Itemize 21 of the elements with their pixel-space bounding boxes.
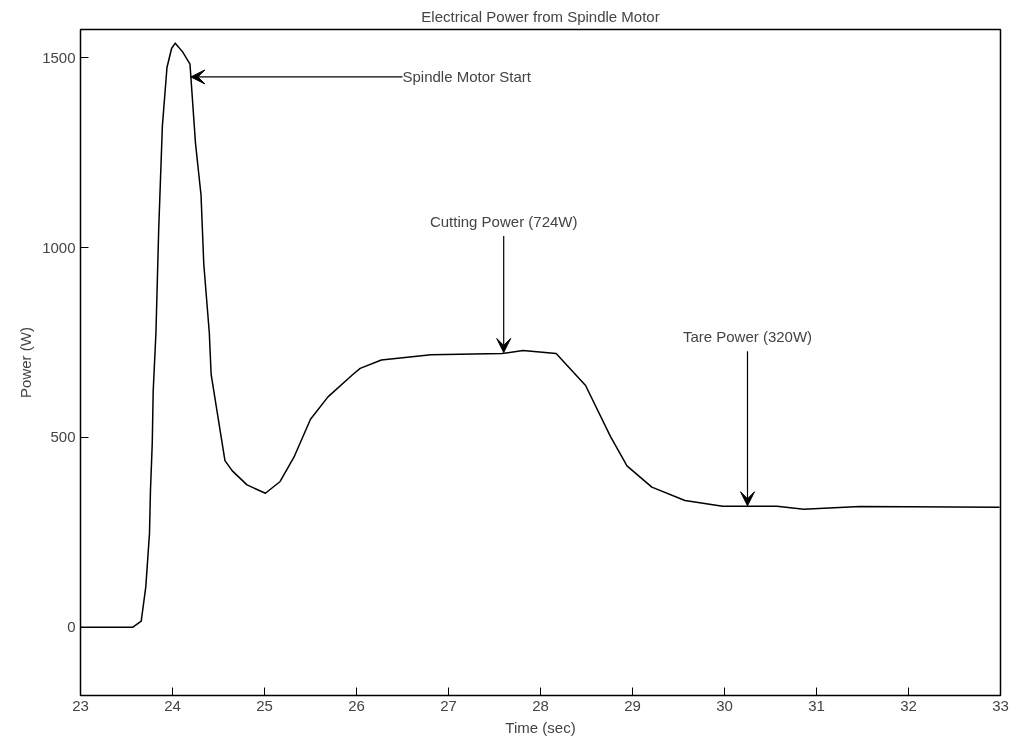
x-tick-label: 23 bbox=[72, 696, 89, 714]
y-tick-label: 1500 bbox=[42, 48, 76, 66]
x-tick-label: 31 bbox=[808, 696, 825, 714]
annotation: Spindle Motor Start bbox=[402, 68, 532, 86]
x-tick-label: 30 bbox=[716, 696, 733, 714]
annotation: Tare Power (320W) bbox=[682, 328, 813, 346]
y-tick-label: 500 bbox=[50, 428, 76, 446]
y-tick-label: 1000 bbox=[42, 238, 76, 256]
y-tick-label: 0 bbox=[67, 618, 76, 636]
x-tick-label: 25 bbox=[256, 696, 273, 714]
chart-title: Electrical Power from Spindle Motor bbox=[421, 7, 660, 25]
x-tick-label: 24 bbox=[164, 696, 181, 714]
x-axis-title: Time (sec) bbox=[505, 718, 576, 736]
y-axis-title: Power (W) bbox=[17, 327, 35, 398]
x-tick-label: 28 bbox=[532, 696, 549, 714]
x-tick-label: 27 bbox=[440, 696, 457, 714]
x-tick-label: 26 bbox=[348, 696, 365, 714]
x-tick-label: 32 bbox=[900, 696, 917, 714]
annotation: Cutting Power (724W) bbox=[429, 212, 578, 230]
x-tick-label: 33 bbox=[992, 696, 1009, 714]
x-tick-label: 29 bbox=[624, 696, 641, 714]
